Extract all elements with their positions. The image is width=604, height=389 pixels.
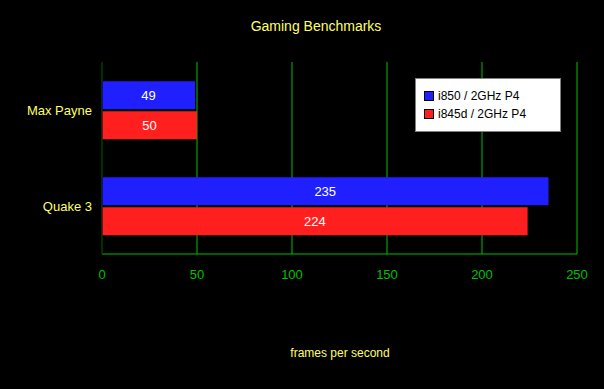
html-text:Gaming Benchmarks: Gaming Benchmarks — [250, 18, 382, 34]
svg-text:224: 224 — [304, 214, 326, 229]
html-text:i845d / 2GHz P4: i845d / 2GHz P4 — [438, 107, 527, 121]
svg-text:235: 235 — [314, 184, 336, 199]
svg-text:250: 250 — [566, 267, 588, 282]
svg-text:200: 200 — [471, 267, 493, 282]
svg-text:0: 0 — [98, 267, 105, 282]
html-text:i850 / 2GHz P4: i850 / 2GHz P4 — [438, 89, 520, 103]
svg-text:Max Payne: Max Payne — [27, 103, 92, 118]
svg-text:Quake 3: Quake 3 — [43, 199, 92, 214]
svg-text:49: 49 — [141, 88, 155, 103]
svg-text:100: 100 — [281, 267, 303, 282]
svg-text:50: 50 — [142, 118, 156, 133]
svg-text:50: 50 — [190, 267, 204, 282]
html-text:frames per second: frames per second — [290, 346, 390, 360]
svg-text:150: 150 — [376, 267, 398, 282]
